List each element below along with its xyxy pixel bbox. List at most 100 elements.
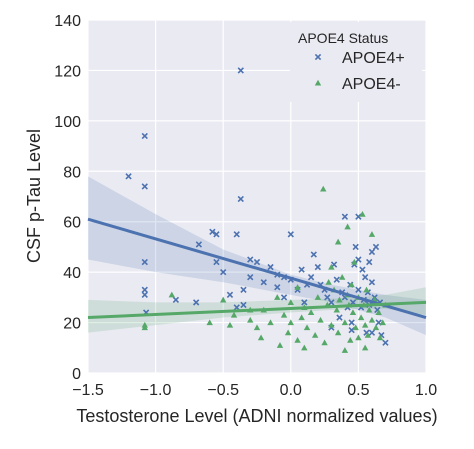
- data-point: [359, 210, 366, 217]
- grid: [87, 19, 427, 374]
- data-point: [233, 304, 240, 311]
- data-point: [307, 309, 315, 316]
- y-axis-label: CSF p-Tau Level: [24, 129, 44, 263]
- data-point: [213, 258, 220, 266]
- data-point: [338, 273, 346, 280]
- data-point: [303, 324, 311, 331]
- data-point: [307, 274, 315, 281]
- data-point: [267, 319, 274, 326]
- data-point: [352, 243, 359, 251]
- data-point: [344, 223, 351, 230]
- data-point: [125, 173, 132, 180]
- data-point: [141, 291, 148, 299]
- data-point: [240, 301, 247, 309]
- legend-marker: [314, 79, 322, 86]
- data-point: [274, 294, 281, 300]
- data-point: [226, 291, 234, 299]
- data-point: [336, 296, 343, 303]
- data-point: [355, 213, 362, 220]
- data-point: [355, 286, 362, 293]
- y-tick-label: 120: [54, 63, 81, 80]
- legend-title: APOE4 Status: [298, 30, 388, 46]
- data-point: [359, 266, 366, 273]
- data-point: [287, 231, 294, 238]
- data-point: [334, 329, 342, 336]
- legend-marker: [314, 53, 322, 61]
- data-point: [213, 231, 220, 238]
- data-point: [382, 339, 389, 346]
- data-point: [294, 284, 301, 290]
- data-point: [361, 274, 369, 281]
- data-point: [168, 291, 176, 298]
- data-point: [294, 337, 301, 343]
- data-point: [287, 319, 294, 326]
- data-point: [361, 344, 369, 351]
- data-point: [253, 324, 261, 331]
- legend: APOE4 Status APOE4+ APOE4-: [290, 22, 422, 102]
- data-point: [141, 132, 148, 140]
- data-point: [357, 314, 365, 321]
- data-point: [366, 306, 373, 313]
- y-tick-label: 40: [63, 265, 81, 282]
- data-point: [372, 324, 380, 331]
- data-point: [361, 321, 369, 328]
- data-point: [141, 324, 148, 331]
- data-point: [351, 258, 358, 265]
- data-point: [364, 331, 372, 338]
- y-tick-label: 140: [54, 13, 81, 30]
- data-point: [349, 309, 357, 316]
- data-point: [368, 231, 376, 237]
- data-point: [328, 321, 335, 328]
- regression-line: [87, 217, 427, 319]
- data-point: [276, 342, 284, 348]
- data-point: [368, 329, 376, 336]
- data-point: [328, 299, 335, 306]
- data-point: [257, 334, 265, 341]
- data-point: [376, 334, 384, 341]
- data-point: [298, 266, 305, 273]
- data-point: [375, 309, 382, 316]
- data-point: [328, 263, 335, 270]
- regression-lines: [87, 217, 427, 320]
- data-point: [368, 279, 376, 286]
- x-tick-label: −0.5: [207, 382, 239, 399]
- data-point: [237, 195, 244, 203]
- data-point: [253, 258, 261, 266]
- data-point: [260, 279, 267, 286]
- x-tick-label: 0.0: [280, 382, 302, 399]
- data-point: [247, 256, 254, 263]
- data-point: [301, 299, 308, 306]
- data-point: [317, 316, 324, 323]
- data-point: [237, 67, 244, 74]
- tick-labels: −1.5 −1.0 −0.5 0.0 0.5 1.0 0 20 40 60 80 100 120 140: [54, 13, 437, 399]
- data-point: [348, 326, 355, 334]
- y-tick-label: 60: [63, 215, 81, 232]
- data-point: [341, 319, 349, 326]
- data-point: [348, 281, 355, 288]
- data-point: [141, 258, 148, 266]
- data-point: [347, 337, 354, 343]
- data-point: [379, 319, 386, 326]
- data-point: [274, 284, 281, 291]
- data-point: [287, 299, 294, 305]
- data-point: [230, 311, 238, 318]
- data-point: [341, 347, 349, 353]
- data-point: [333, 276, 340, 283]
- data-point: [301, 344, 308, 351]
- data-point: [220, 268, 227, 276]
- data-point: [267, 263, 274, 271]
- data-point: [311, 331, 319, 338]
- data-point: [141, 286, 148, 293]
- data-point: [366, 258, 373, 266]
- data-point: [310, 251, 317, 258]
- data-point: [141, 183, 148, 190]
- y-tick-label: 80: [63, 164, 81, 181]
- data-point: [233, 231, 240, 238]
- data-point: [284, 329, 292, 336]
- data-point: [368, 316, 376, 323]
- data-point: [206, 319, 213, 326]
- y-tick-label: 100: [54, 114, 81, 131]
- data-point: [321, 339, 328, 346]
- data-point: [336, 314, 343, 321]
- data-point: [372, 243, 380, 251]
